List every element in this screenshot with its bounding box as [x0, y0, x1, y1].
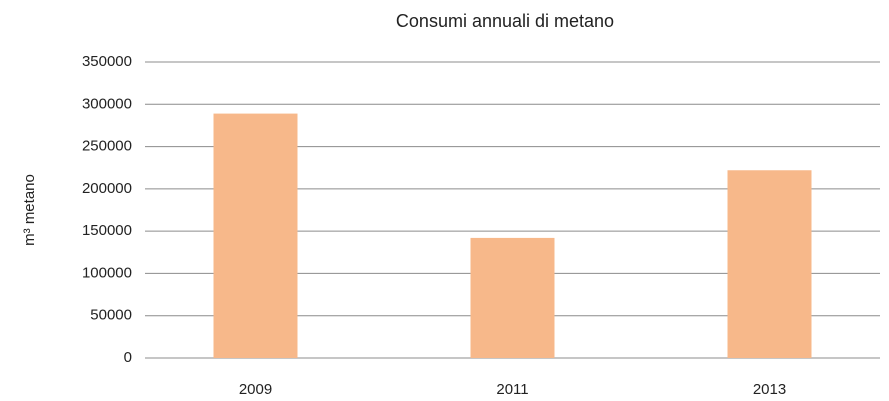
y-axis-label: m³ metano	[21, 174, 38, 246]
y-tick-label: 0	[124, 349, 132, 366]
x-tick-label: 2011	[496, 381, 528, 398]
y-tick-label: 150000	[82, 222, 132, 239]
bar	[727, 170, 812, 358]
y-tick-label: 300000	[82, 95, 132, 112]
y-tick-label: 50000	[90, 307, 132, 324]
y-tick-label: 250000	[82, 138, 132, 155]
bar	[470, 237, 555, 358]
y-tick-label: 200000	[82, 180, 132, 197]
y-tick-label: 350000	[82, 53, 132, 70]
x-tick-label: 2013	[753, 381, 786, 398]
y-tick-label: 100000	[82, 264, 132, 281]
x-tick-label: 2009	[239, 381, 272, 398]
bar	[213, 113, 298, 359]
chart-title: Consumi annuali di metano	[396, 11, 614, 31]
